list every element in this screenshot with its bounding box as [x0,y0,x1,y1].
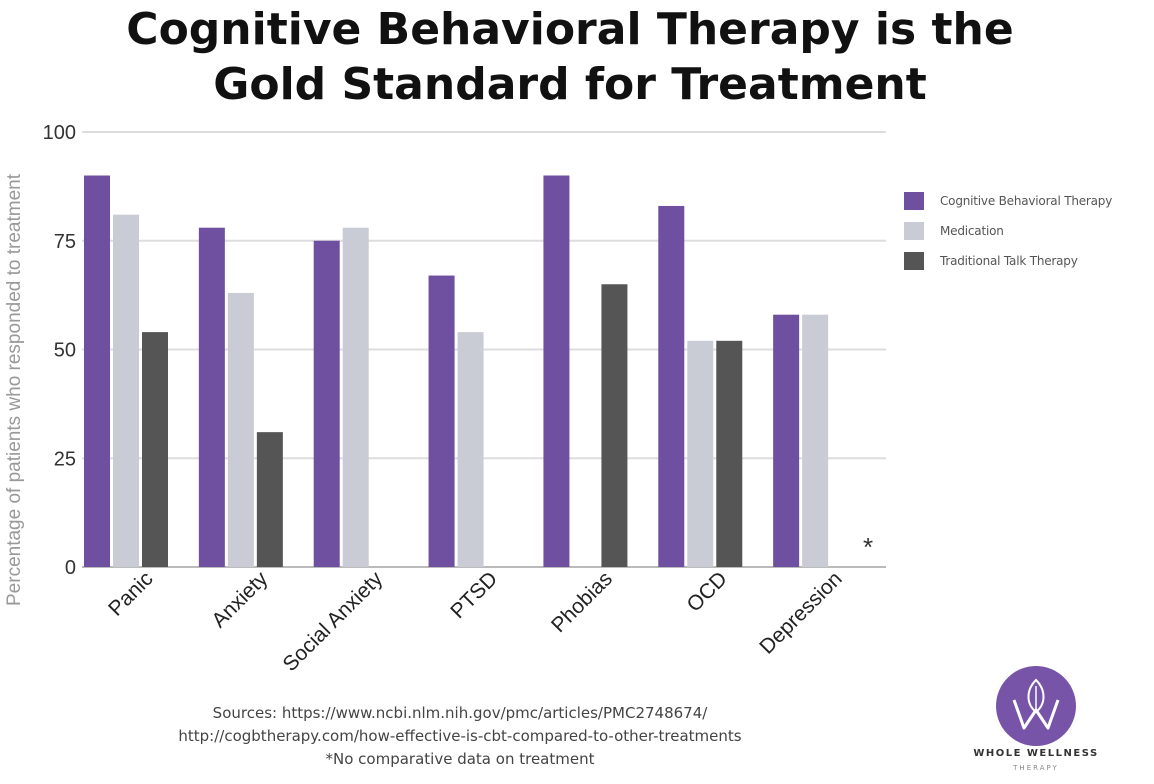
sources-note: Sources: https://www.ncbi.nlm.nih.gov/pm… [100,702,820,771]
logo-circle [996,666,1076,746]
legend-swatch-talk-therapy [904,252,924,270]
x-tick-label: Panic [104,567,157,620]
title-line-2: Gold Standard for Treatment [213,59,927,110]
chart-legend: Cognitive Behavioral Therapy Medication … [904,186,1112,276]
bar [227,292,254,567]
logo-subtitle: THERAPY [1013,764,1059,772]
bar [687,340,714,567]
bar [773,314,800,567]
bar [716,340,743,567]
sources-line-1: Sources: https://www.ncbi.nlm.nih.gov/pm… [212,704,708,722]
bar [601,284,628,567]
x-tick-label: Anxiety [207,567,272,632]
bar [658,205,685,567]
bar [256,432,283,567]
bar [428,275,455,567]
bar [313,240,340,567]
legend-item-talk-therapy: Traditional Talk Therapy [904,246,1112,276]
y-tick-label: 0 [65,557,76,579]
annotation-asterisk: * [863,532,873,562]
whole-wellness-logo: WHOLE WELLNESS THERAPY [960,664,1112,780]
bar [802,314,829,567]
legend-item-medication: Medication [904,216,1112,246]
legend-swatch-cbt [904,192,924,210]
bar [142,332,168,567]
sources-line-2: http://cogbtherapy.com/how-effective-is-… [178,727,742,745]
lotus-w-icon [1012,678,1060,730]
bar [342,227,369,567]
y-tick-label: 75 [54,231,76,253]
legend-label-cbt: Cognitive Behavioral Therapy [940,194,1113,208]
chart-title: Cognitive Behavioral Therapy is the Gold… [0,2,1140,112]
bar [84,175,110,567]
y-tick-label: 50 [54,340,76,362]
x-tick-label: Depression [755,567,846,658]
legend-label-medication: Medication [940,224,1004,238]
x-tick-label: Social Anxiety [279,567,388,676]
y-tick-label: 100 [43,122,76,144]
x-tick-label: Phobias [547,567,617,637]
bar [198,227,225,567]
bar [113,214,139,567]
legend-label-talk-therapy: Traditional Talk Therapy [940,254,1078,268]
legend-item-cbt: Cognitive Behavioral Therapy [904,186,1112,216]
logo-name: WHOLE WELLNESS [973,748,1099,759]
title-line-1: Cognitive Behavioral Therapy is the [126,4,1014,55]
sources-line-3: *No comparative data on treatment [325,750,595,768]
bar [543,175,570,567]
x-tick-label: PTSD [446,567,502,623]
x-tick-label: OCD [683,567,732,616]
bar [457,332,484,567]
legend-swatch-medication [904,222,924,240]
y-axis-label: Percentage of patients who responded to … [4,173,25,606]
y-tick-label: 25 [54,448,76,470]
